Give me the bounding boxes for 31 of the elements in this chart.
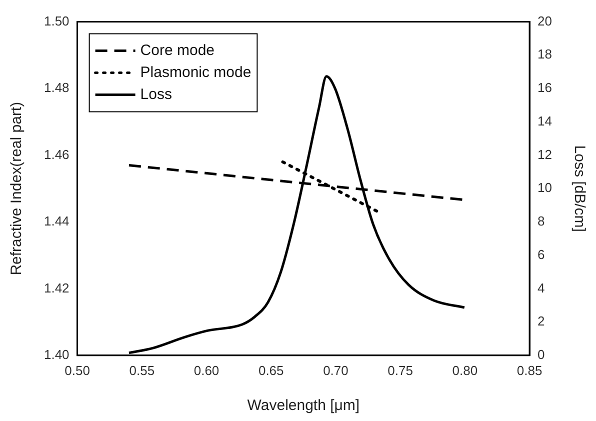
y2-tick-label: 2 — [538, 314, 545, 329]
y2-tick-label: 0 — [538, 346, 545, 362]
y2-tick-label: 18 — [538, 46, 552, 62]
y2-tick-label: 4 — [538, 280, 545, 296]
y-tick-label: 1.44 — [44, 214, 70, 229]
x-tick-label: 0.85 — [516, 362, 542, 378]
legend-label: Core mode — [140, 42, 215, 59]
y-tick-label: 1.40 — [44, 346, 70, 362]
y2-tick-label: 8 — [538, 214, 545, 229]
y2-axis-title: Loss [dB/cm] — [570, 145, 588, 232]
x-tick-label: 0.55 — [129, 362, 155, 378]
legend-label: Plasmonic mode — [140, 64, 252, 81]
y2-tick-label: 16 — [538, 80, 552, 96]
x-tick-label: 0.65 — [258, 362, 284, 378]
x-tick-label: 0.50 — [64, 362, 90, 378]
y-tick-label: 1.48 — [44, 80, 70, 96]
y-axis-title: Refractive Index(real part) — [8, 102, 26, 276]
x-tick-label: 0.80 — [452, 362, 478, 378]
x-axis-title: Wavelength [μm] — [247, 397, 360, 414]
y2-tick-label: 20 — [538, 13, 552, 28]
y2-tick-label: 14 — [538, 113, 552, 128]
y2-tick-label: 6 — [538, 246, 545, 262]
legend-label: Loss — [140, 86, 172, 103]
x-tick-label: 0.75 — [388, 362, 413, 378]
x-tick-label: 0.70 — [323, 362, 348, 378]
y2-tick-label: 12 — [538, 146, 552, 162]
y-tick-label: 1.50 — [44, 13, 70, 28]
x-tick-label: 0.60 — [194, 362, 220, 378]
y-tick-label: 1.46 — [44, 146, 70, 162]
y-tick-label: 1.42 — [44, 280, 70, 296]
y2-tick-label: 10 — [538, 180, 552, 196]
